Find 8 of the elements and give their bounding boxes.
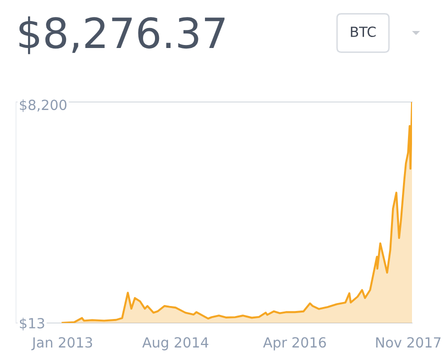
x-tick-label: Apr 2016: [263, 337, 326, 350]
x-tick-label: Jan 2013: [31, 337, 92, 350]
text: BTC: [350, 26, 376, 38]
x-tick-label: Aug 2014: [142, 337, 208, 350]
y-tick-label: $8,200: [20, 99, 66, 112]
x-tick-label: Nov 2017: [376, 337, 441, 348]
chart-title: $8,276.37: [19, 16, 224, 54]
y-tick-label: $13: [20, 318, 44, 330]
